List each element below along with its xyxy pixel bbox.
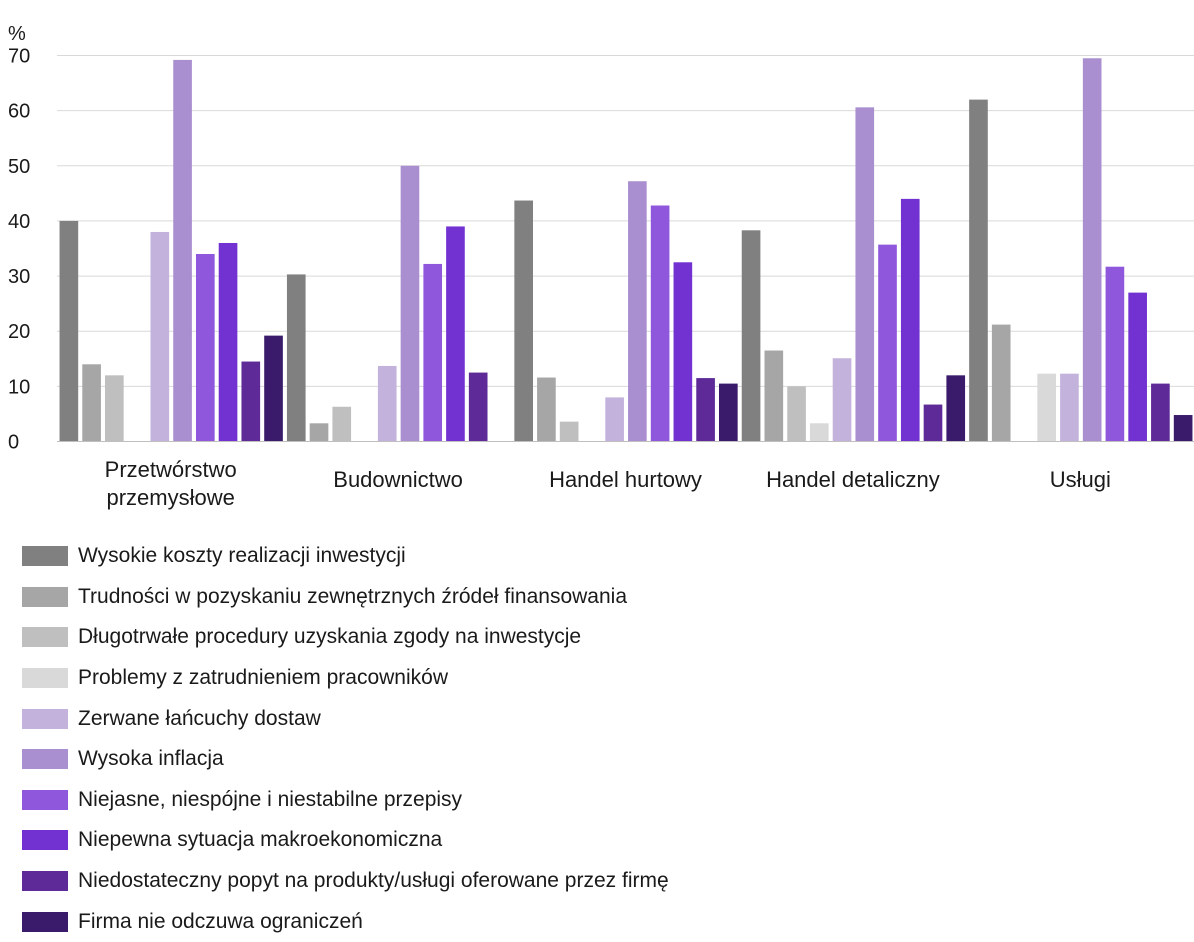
y-tick-label: 50 [8,156,30,178]
bar [719,383,738,442]
bar [855,107,875,442]
bar [468,372,488,442]
bar [400,165,420,442]
bar [1082,58,1102,442]
legend-label: Problemy z zatrudnieniem pracowników [78,666,448,690]
bar [173,59,192,442]
y-tick-label: 20 [8,321,30,343]
bar [741,230,761,442]
legend-label: Trudności w pozyskaniu zewnętrznych źród… [78,584,627,608]
bar [628,181,647,442]
bar [1105,266,1125,442]
bar [105,375,124,442]
legend-swatch [22,546,68,567]
legend-item: Niepewna sytuacja makroekonomiczna [22,820,669,861]
y-axis-unit-label: % [8,23,26,45]
legend-label: Niedostateczny popyt na produkty/usługi … [78,869,669,893]
legend-item: Trudności w pozyskaniu zewnętrznych źród… [22,577,669,618]
bar [446,226,465,442]
bar [377,365,397,442]
y-tick-label: 30 [8,266,30,288]
bar [764,350,784,442]
legend-item: Długotrwałe procedury uzyskania zgody na… [22,617,669,658]
bar [878,244,897,442]
bar [537,377,556,442]
legend-item: Problemy z zatrudnieniem pracowników [22,658,669,699]
bar [787,386,806,442]
bar [59,220,79,442]
legend-swatch [22,911,68,932]
legend-swatch [22,871,68,892]
legend-label: Wysoka inflacja [78,747,224,771]
bar [514,200,533,442]
bar [286,274,306,442]
category-label: Handel hurtowy [549,467,702,492]
y-tick-label: 10 [8,376,30,398]
bar [559,421,579,442]
legend-item: Niedostateczny popyt na produkty/usługi … [22,861,669,902]
bar [150,231,170,442]
bar [650,205,670,442]
legend-label: Zerwane łańcuchy dostaw [78,706,321,730]
category-label: Budownictwo [333,467,463,492]
legend-item: Wysoka inflacja [22,739,669,780]
bar [1151,383,1170,442]
legend-label: Długotrwałe procedury uzyskania zgody na… [78,625,582,649]
category-label: Usługi [1050,467,1111,492]
legend-item: Zerwane łańcuchy dostaw [22,698,669,739]
legend-swatch [22,627,68,648]
category-label: Przetwórstwo przemysłowe [105,457,237,510]
legend-swatch [22,789,68,810]
y-tick-label: 40 [8,211,30,233]
y-tick-label: 60 [8,101,30,123]
legend-label: Niejasne, niespójne i niestabilne przepi… [78,787,463,811]
bar [218,242,238,442]
bar [991,324,1011,442]
y-tick-label: 70 [8,46,30,68]
bar [832,358,852,442]
bar [900,198,920,442]
bar [1060,373,1079,442]
bar [423,263,443,442]
bar [809,423,829,442]
bar [946,375,966,442]
chart-legend: Wysokie koszty realizacji inwestycji Trud… [22,536,669,942]
legend-swatch [22,749,68,770]
bar [264,335,283,442]
bar [241,361,261,442]
bar [82,364,101,442]
bar [1173,415,1193,442]
legend-label: Firma nie odczuwa ograniczeń [78,909,363,933]
bar [923,404,943,442]
bar [309,423,329,442]
y-tick-label: 0 [8,432,19,454]
bar-chart: % 0 10 20 30 40 50 60 70 Przetwórstwo przemysłowe B… [8,23,1194,510]
bar [696,378,715,442]
legend-swatch [22,668,68,689]
legend-label: Niepewna sytuacja makroekonomiczna [78,828,443,852]
legend-item: Niejasne, niespójne i niestabilne przepi… [22,780,669,821]
category-label: Handel detaliczny [766,467,940,492]
bar [1128,292,1147,442]
legend-swatch [22,586,68,607]
legend-item: Firma nie odczuwa ograniczeń [22,901,669,942]
bar [195,254,215,442]
bar [605,397,624,442]
legend-swatch [22,830,68,851]
bar [1037,373,1057,442]
legend-swatch [22,708,68,729]
bar [969,99,988,442]
bar [332,406,352,442]
bar [673,262,693,442]
legend-item: Wysokie koszty realizacji inwestycji [22,536,669,577]
legend-label: Wysokie koszty realizacji inwestycji [78,544,406,568]
